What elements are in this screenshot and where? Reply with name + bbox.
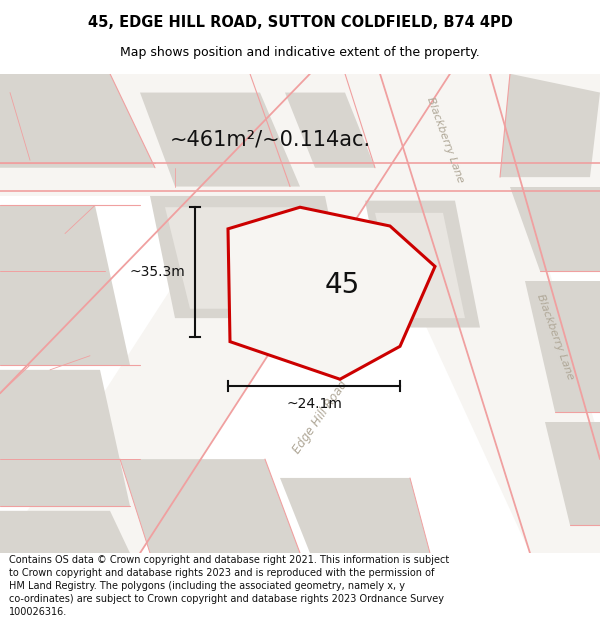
Polygon shape xyxy=(500,74,600,177)
Polygon shape xyxy=(0,370,130,506)
Text: Edge Hill Road: Edge Hill Road xyxy=(290,378,350,456)
Polygon shape xyxy=(365,201,480,328)
Polygon shape xyxy=(0,74,450,553)
Text: ~35.3m: ~35.3m xyxy=(129,265,185,279)
Polygon shape xyxy=(140,92,300,186)
Text: ~24.1m: ~24.1m xyxy=(286,397,342,411)
Polygon shape xyxy=(0,74,600,196)
Polygon shape xyxy=(285,92,375,168)
Polygon shape xyxy=(10,92,130,160)
Polygon shape xyxy=(5,384,110,497)
Text: Map shows position and indicative extent of the property.: Map shows position and indicative extent… xyxy=(120,46,480,59)
Text: Contains OS data © Crown copyright and database right 2021. This information is : Contains OS data © Crown copyright and d… xyxy=(9,554,449,618)
Polygon shape xyxy=(228,208,435,379)
Polygon shape xyxy=(375,213,465,318)
Polygon shape xyxy=(120,459,300,553)
Polygon shape xyxy=(280,478,430,553)
Text: ~461m²/~0.114ac.: ~461m²/~0.114ac. xyxy=(170,129,371,149)
Polygon shape xyxy=(545,421,600,525)
Polygon shape xyxy=(0,206,130,365)
Text: Blackberry Lane: Blackberry Lane xyxy=(425,95,465,184)
Text: 45, EDGE HILL ROAD, SUTTON COLDFIELD, B74 4PD: 45, EDGE HILL ROAD, SUTTON COLDFIELD, B7… xyxy=(88,15,512,30)
Polygon shape xyxy=(5,234,90,356)
Polygon shape xyxy=(310,74,600,553)
Polygon shape xyxy=(150,196,350,318)
Text: 45: 45 xyxy=(324,271,359,299)
Polygon shape xyxy=(525,281,600,412)
Polygon shape xyxy=(165,208,330,309)
Polygon shape xyxy=(0,511,130,553)
Polygon shape xyxy=(0,74,155,168)
Text: Blackberry Lane: Blackberry Lane xyxy=(535,292,575,381)
Polygon shape xyxy=(510,186,600,271)
